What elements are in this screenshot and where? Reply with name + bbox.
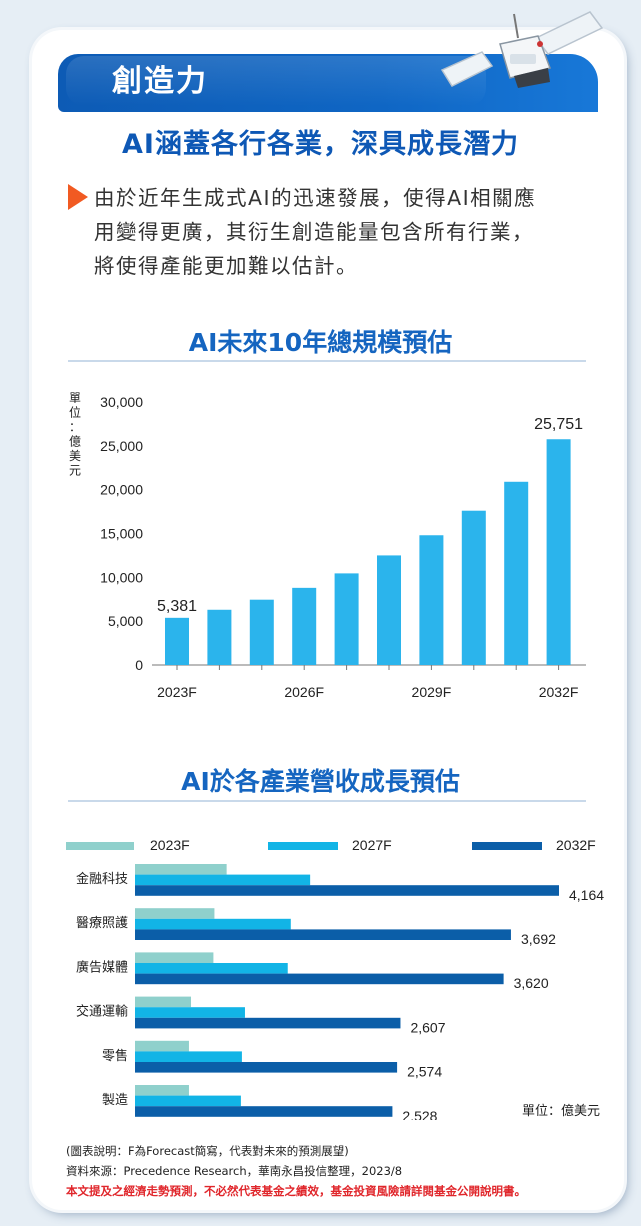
bar-2023F-2 <box>135 952 214 963</box>
chart1-plot: 0 5,000 10,000 15,000 20,000 25,000 30,000 單位：億… <box>69 391 586 700</box>
bar-2032F-2 <box>135 973 504 985</box>
data-source: 資料來源：Precedence Research，華南永昌投信整理，2023/8 <box>66 1164 403 1178</box>
bar-2023F-1 <box>135 908 215 919</box>
data-label: 2,607 <box>410 1019 445 1035</box>
legend-label-2027: 2027F <box>352 837 392 853</box>
bar-2029F <box>419 535 444 665</box>
chart2-unit: 單位：億美元 <box>522 1104 601 1119</box>
legend-label-2032: 2032F <box>556 837 596 853</box>
legend-swatch-2032 <box>472 842 542 850</box>
chart-note: (圖表說明：F為Forecast簡寫，代表對未來的預測展望) <box>66 1144 349 1158</box>
x-tick-label: 2032F <box>539 684 579 700</box>
satellite-icon <box>440 11 604 88</box>
bar-2027F-3 <box>135 1007 245 1018</box>
bar-2028F <box>377 555 401 665</box>
bar-2032F-3 <box>135 1017 401 1029</box>
disclaimer: 本文提及之經濟走勢預測，不必然代表基金之績效，基金投資風險請詳閱基金公開說明書。 <box>66 1184 526 1198</box>
header-title: 創造力 <box>112 64 208 99</box>
chart1-divider <box>68 360 586 362</box>
bar-2026F <box>292 587 317 665</box>
bar-2030F <box>461 510 486 665</box>
bar-2023F-4 <box>135 1040 189 1052</box>
category-label: 金融科技 <box>76 871 128 887</box>
bar-2032F-0 <box>135 885 559 896</box>
y-axis-label-char: 元 <box>69 464 81 478</box>
legend-label-2023: 2023F <box>150 837 190 853</box>
x-tick-label: 2026F <box>284 684 324 700</box>
chart2-plot: 金融科技 4,164 醫療照護 3,692 廣告媒體 3,620 交通運輸 2,607 零售 2,… <box>76 864 604 1120</box>
bar-2027F-2 <box>135 963 288 974</box>
category-label: 廣告媒體 <box>76 960 128 975</box>
bar-2023F-3 <box>135 996 192 1008</box>
body-line-2: 用變得更廣，其衍生創造能量包含所有行業， <box>94 220 534 244</box>
y-tick-label: 0 <box>135 657 143 673</box>
y-tick-label: 25,000 <box>100 438 143 454</box>
bar-2024F <box>207 609 232 665</box>
data-label: 4,164 <box>569 887 604 903</box>
data-label: 2,574 <box>407 1064 442 1080</box>
x-tick-label: 2029F <box>412 684 452 700</box>
bar-2032F-1 <box>135 929 511 940</box>
header-highlight <box>66 56 486 106</box>
y-axis-label-char: 美 <box>69 449 81 463</box>
chart2-divider <box>68 800 586 802</box>
y-tick-label: 30,000 <box>100 394 143 410</box>
y-tick-label: 10,000 <box>100 569 143 585</box>
legend-swatch-2023 <box>66 842 134 850</box>
y-tick-label: 5,000 <box>108 613 143 629</box>
y-axis-label-char: 億 <box>69 435 81 449</box>
bar-2027F-0 <box>135 874 311 886</box>
data-label-first: 5,381 <box>157 598 197 615</box>
bar-2027F-5 <box>135 1095 241 1107</box>
chart2-title: AI於各產業營收成長預估 <box>181 767 460 796</box>
bar-2023F-5 <box>135 1085 189 1096</box>
bar-2032F <box>546 439 571 665</box>
y-tick-label: 15,000 <box>100 526 143 542</box>
x-tick-label: 2023F <box>157 684 197 700</box>
category-label: 製造 <box>102 1093 128 1108</box>
bar-2025F <box>249 599 274 665</box>
bullet-arrow-icon <box>68 184 88 210</box>
category-label: 零售 <box>102 1048 128 1064</box>
bar-2027F <box>334 573 359 665</box>
body-line-1: 由於近年生成式AI的迅速發展，使得AI相關應 <box>94 186 537 210</box>
bar-2031F <box>504 481 529 665</box>
bar-2023F-0 <box>135 864 227 875</box>
y-axis-label-char: 位 <box>69 405 81 420</box>
body-line-3: 將使得產能更加難以估計。 <box>94 254 358 278</box>
chart1-title: AI未來10年總規模預估 <box>188 328 453 357</box>
y-axis-label-char: ： <box>69 420 81 434</box>
data-label: 3,692 <box>521 931 556 947</box>
bar-2032F-5 <box>135 1106 393 1117</box>
bar-2032F-4 <box>135 1062 398 1073</box>
data-label: 3,620 <box>514 975 549 991</box>
legend-swatch-2027 <box>268 842 338 850</box>
y-axis-label-char: 單 <box>69 391 81 405</box>
bar-2027F-1 <box>135 918 291 930</box>
y-tick-label: 20,000 <box>100 482 143 498</box>
data-label: 2,528 <box>402 1108 437 1120</box>
headline: AI涵蓋各行各業，深具成長潛力 <box>122 129 519 160</box>
data-label-last: 25,751 <box>534 416 583 433</box>
category-label: 交通運輸 <box>76 1004 128 1020</box>
category-label: 醫療照護 <box>76 915 128 931</box>
bar-2023F <box>165 617 189 665</box>
bar-2027F-4 <box>135 1051 242 1062</box>
